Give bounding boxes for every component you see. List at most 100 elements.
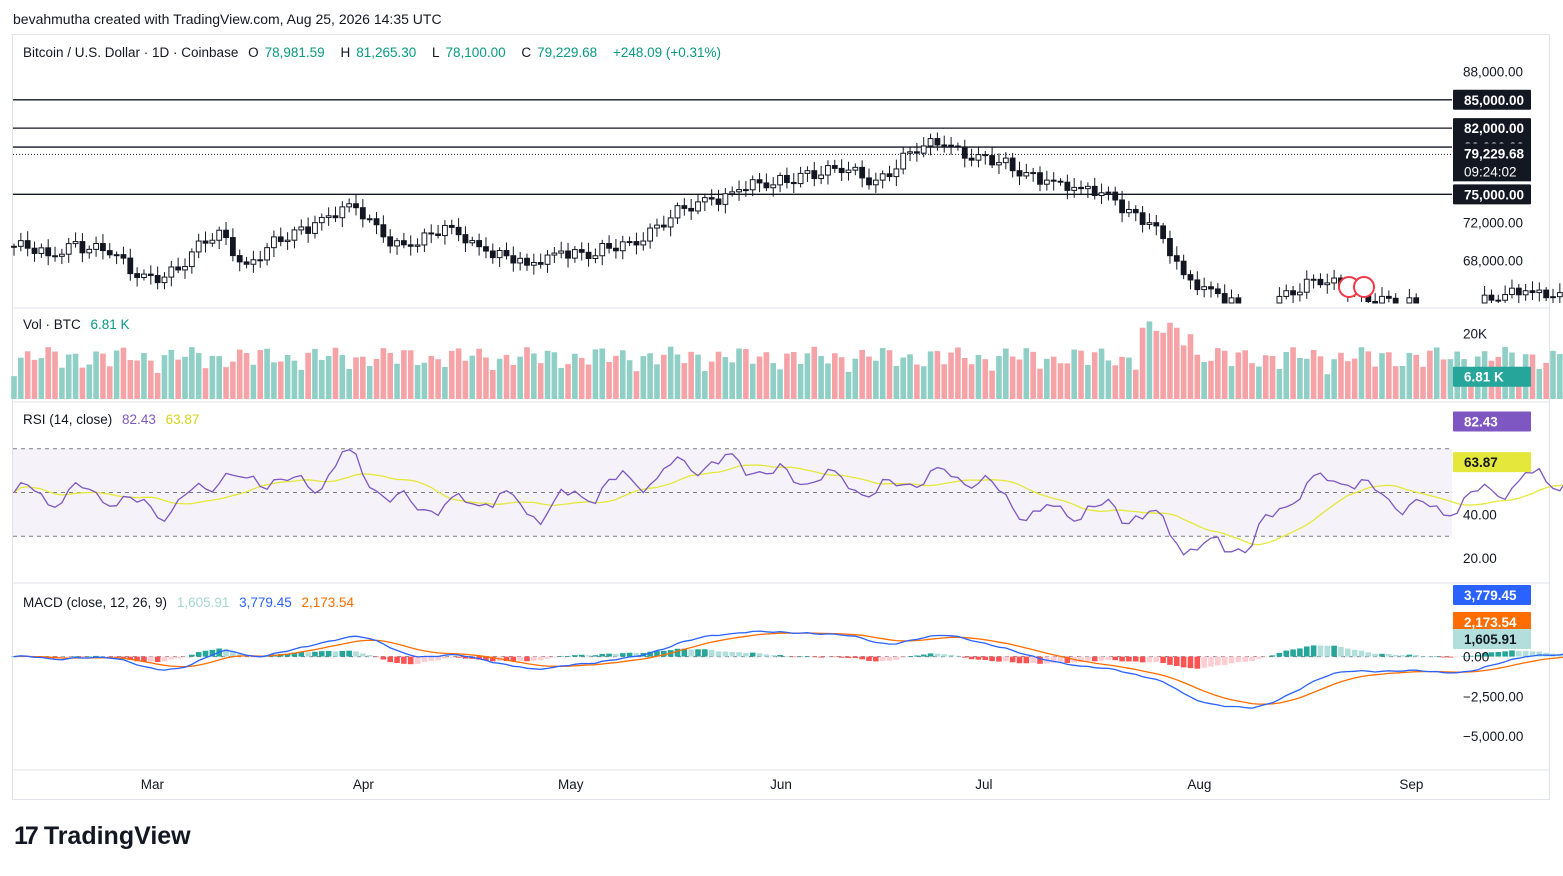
candle-up — [442, 224, 448, 237]
candle-down — [483, 246, 489, 252]
candle-down — [428, 232, 435, 235]
close-value: 79,229.68 — [537, 45, 598, 60]
close-label: C — [521, 45, 532, 60]
candle-down — [45, 247, 52, 257]
macd-histogram-bar — [633, 653, 640, 657]
candle-up — [804, 170, 811, 174]
macd-histogram-bar — [1529, 651, 1536, 657]
macd-histogram-bar — [106, 656, 113, 658]
candle-down — [961, 146, 968, 159]
macd-histogram-bar — [1201, 656, 1207, 668]
candle-up — [647, 227, 654, 242]
macd-histogram-bar — [455, 656, 462, 658]
candle-down — [968, 157, 975, 161]
volume-bar — [414, 364, 421, 399]
tradingview-logo[interactable]: 17 TradingView — [14, 822, 191, 851]
macd-histogram-bar — [708, 649, 715, 657]
volume-bar — [818, 355, 824, 399]
candle-down — [510, 255, 517, 264]
candle-up — [551, 252, 558, 256]
candle-up — [654, 224, 660, 229]
candle-up — [736, 189, 742, 193]
macd-hist-tag: 1,605.91 — [1464, 632, 1517, 647]
macd-histogram-bar — [818, 656, 824, 658]
macd-histogram-bar — [182, 656, 188, 658]
volume-bar — [59, 367, 65, 399]
macd-histogram-bar — [661, 650, 667, 657]
candle-up — [1084, 185, 1091, 190]
macd-histogram-bar — [148, 656, 154, 662]
candle-up — [161, 276, 168, 284]
volume-bar — [1187, 334, 1194, 399]
rsi-ma-line — [13, 464, 1563, 546]
macd-histogram-bar — [1064, 656, 1071, 663]
macd-histogram-bar — [1269, 655, 1276, 657]
candle-up — [1550, 296, 1556, 299]
volume-bar — [790, 351, 797, 399]
volume-bar — [448, 350, 455, 399]
macd-histogram-bar — [688, 649, 694, 657]
candle-down — [202, 240, 209, 244]
macd-histogram-bar — [1502, 651, 1508, 657]
macd-histogram-bar — [1433, 656, 1440, 658]
volume-bar — [756, 356, 763, 399]
macd-histogram-bar — [955, 655, 961, 657]
macd-histogram-bar — [93, 655, 99, 657]
macd-histogram-bar — [1297, 648, 1303, 657]
volume-bar — [531, 353, 537, 399]
macd-histogram-bar — [907, 656, 913, 657]
macd-histogram-bar — [736, 652, 742, 657]
macd-histogram-bar — [1447, 656, 1454, 658]
macd-histogram-bar — [1338, 646, 1344, 657]
volume-bar — [1310, 349, 1317, 399]
macd-histogram-bar — [572, 655, 578, 657]
candle-down — [503, 250, 510, 257]
macd-histogram-bar — [1249, 656, 1255, 662]
volume-bar — [592, 349, 599, 399]
volume-bar — [1317, 356, 1324, 399]
volume-bar — [216, 356, 222, 399]
volume-bar — [1098, 348, 1105, 399]
volume-bar — [319, 359, 325, 399]
macd-histogram-bar — [715, 651, 722, 657]
candle-up — [544, 254, 551, 265]
volume-bar — [1228, 366, 1235, 399]
volume-bar — [360, 356, 366, 399]
macd-histogram-bar — [914, 655, 920, 657]
volume-bar — [1550, 350, 1556, 399]
candle-up — [872, 179, 879, 186]
macd-histogram-bar — [1194, 656, 1201, 669]
volume-bar — [1174, 327, 1180, 399]
candle-up — [626, 241, 633, 244]
macd-histogram-bar — [1290, 649, 1296, 657]
candle-up — [346, 203, 353, 208]
tradingview-wordmark: TradingView — [43, 822, 191, 850]
candle-down — [524, 257, 530, 266]
volume-bar — [1372, 366, 1378, 399]
volume-bar — [1201, 362, 1207, 399]
candle-up — [1509, 287, 1515, 296]
macd-histogram-bar — [941, 654, 948, 657]
macd-histogram-bar — [1303, 646, 1310, 657]
macd-axis-label: −5,000.00 — [1463, 729, 1523, 744]
open-label: O — [248, 45, 259, 60]
candle-up — [17, 240, 24, 247]
candle-down — [838, 167, 845, 174]
macd-histogram-bar — [1023, 656, 1030, 664]
volume-bar — [1283, 352, 1290, 399]
macd-histogram-bar — [975, 656, 982, 660]
volume-bar — [510, 364, 517, 399]
candle-down — [1317, 278, 1324, 286]
volume-bar — [749, 363, 756, 399]
candle-up — [1379, 295, 1385, 304]
volume-bar — [1529, 354, 1536, 399]
volume-bar — [674, 354, 681, 399]
time-axis-label: Jun — [770, 777, 792, 792]
volume-bar — [1297, 357, 1303, 399]
macd-signal-tag-bg — [1453, 612, 1531, 633]
volume-bar — [941, 364, 948, 399]
volume-bar — [100, 353, 106, 399]
macd-histogram-bar — [565, 656, 571, 657]
macd-histogram-bar — [1331, 645, 1337, 657]
